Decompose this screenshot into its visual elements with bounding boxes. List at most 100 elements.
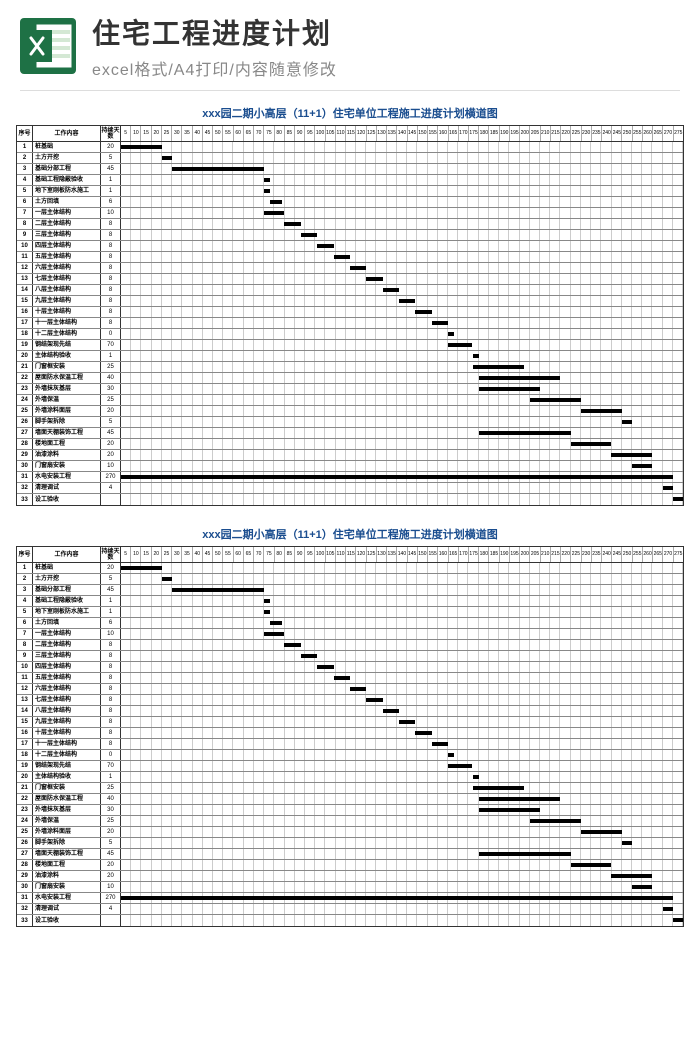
row-task: 九层主体结构: [33, 717, 101, 727]
timeline-tick: 45: [203, 126, 213, 141]
timeline-tick: 80: [275, 126, 285, 141]
gantt-bar: [399, 720, 415, 724]
gantt-header-row: 序号工作内容持续天数510152025303540455055606570758…: [17, 126, 683, 142]
row-dur: 20: [101, 860, 121, 870]
row-task: 地下室刚板防水施工: [33, 607, 101, 617]
gantt-row: 27墙面天棚装饰工程45: [17, 849, 683, 860]
row-bars: [121, 439, 683, 449]
row-num: 12: [17, 263, 33, 273]
timeline-tick: 70: [254, 126, 264, 141]
timeline-tick: 35: [182, 126, 192, 141]
timeline-tick: 170: [459, 126, 469, 141]
timeline-tick: 135: [387, 547, 397, 562]
gantt-bar: [432, 321, 448, 325]
row-bars: [121, 241, 683, 251]
gantt-row: 10四层主体结构8: [17, 241, 683, 252]
row-task: 油漆涂料: [33, 871, 101, 881]
row-num: 2: [17, 574, 33, 584]
row-num: 12: [17, 684, 33, 694]
gantt-row: 7一层主体结构10: [17, 629, 683, 640]
row-num: 20: [17, 351, 33, 361]
gantt-bar: [383, 709, 399, 713]
timeline-tick: 165: [449, 547, 459, 562]
gantt-bar: [264, 178, 270, 182]
timeline-tick: 80: [275, 547, 285, 562]
timeline-tick: 100: [315, 126, 325, 141]
gantt-bar: [284, 643, 300, 647]
gantt-row: 29油漆涂料20: [17, 871, 683, 882]
gantt-bar: [432, 742, 448, 746]
row-num: 15: [17, 717, 33, 727]
row-dur: 20: [101, 563, 121, 573]
row-bars: [121, 428, 683, 438]
timeline-tick: 230: [582, 547, 592, 562]
row-num: 27: [17, 849, 33, 859]
timeline-tick: 255: [633, 126, 643, 141]
row-bars: [121, 307, 683, 317]
row-dur: 25: [101, 362, 121, 372]
row-task: 四层主体结构: [33, 662, 101, 672]
row-dur: 8: [101, 684, 121, 694]
row-task: 十层主体结构: [33, 307, 101, 317]
row-num: 21: [17, 783, 33, 793]
timeline-tick: 105: [326, 547, 336, 562]
col-header-timeline: 5101520253035404550556065707580859095100…: [121, 547, 683, 562]
row-bars: [121, 607, 683, 617]
row-num: 19: [17, 761, 33, 771]
row-bars: [121, 219, 683, 229]
row-dur: 8: [101, 706, 121, 716]
row-bars: [121, 596, 683, 606]
row-bars: [121, 208, 683, 218]
timeline-tick: 135: [387, 126, 397, 141]
row-bars: [121, 472, 683, 482]
timeline-tick: 215: [551, 547, 561, 562]
timeline-tick: 40: [193, 126, 203, 141]
row-dur: 8: [101, 728, 121, 738]
gantt-bar: [121, 475, 673, 479]
gantt-bar: [264, 632, 284, 636]
row-task: 设工验收: [33, 494, 101, 505]
row-task: 七层主体结构: [33, 274, 101, 284]
row-bars: [121, 761, 683, 771]
row-bars: [121, 640, 683, 650]
gantt-row: 9三层主体结构8: [17, 651, 683, 662]
header-text: 住宅工程进度计划 excel格式/A4打印/内容随意修改: [92, 12, 680, 80]
row-task: 五层主体结构: [33, 252, 101, 262]
timeline-tick: 115: [346, 547, 356, 562]
row-dur: 70: [101, 761, 121, 771]
timeline-tick: 75: [264, 126, 274, 141]
row-task: 脚手架拆除: [33, 838, 101, 848]
row-num: 3: [17, 585, 33, 595]
row-task: 门窗框安装: [33, 783, 101, 793]
row-num: 8: [17, 640, 33, 650]
timeline-tick: 15: [141, 547, 151, 562]
gantt-bar: [264, 610, 270, 614]
row-num: 18: [17, 750, 33, 760]
gantt-row: 11五层主体结构8: [17, 252, 683, 263]
row-task: 墙面天棚装饰工程: [33, 428, 101, 438]
gantt-row: 19钢结架现先结70: [17, 340, 683, 351]
row-dur: 1: [101, 351, 121, 361]
row-num: 33: [17, 494, 33, 505]
gantt-table: 序号工作内容持续天数510152025303540455055606570758…: [16, 125, 684, 506]
timeline-tick: 60: [234, 547, 244, 562]
row-task: 基础工程隐蔽验收: [33, 175, 101, 185]
row-task: 基础分部工程: [33, 164, 101, 174]
gantt-row: 26脚手架拆除5: [17, 417, 683, 428]
row-dur: 8: [101, 717, 121, 727]
timeline-tick: 275: [674, 547, 683, 562]
gantt-bar: [162, 156, 172, 160]
row-task: 三层主体结构: [33, 651, 101, 661]
row-bars: [121, 175, 683, 185]
gantt-row: 21门窗框安装25: [17, 362, 683, 373]
row-dur: 45: [101, 164, 121, 174]
timeline-tick: 250: [622, 547, 632, 562]
timeline-tick: 95: [305, 547, 315, 562]
gantt-bar: [448, 764, 473, 768]
timeline-tick: 25: [162, 547, 172, 562]
row-num: 10: [17, 241, 33, 251]
row-dur: 5: [101, 838, 121, 848]
gantt-row: 11五层主体结构8: [17, 673, 683, 684]
timeline-tick: 245: [612, 126, 622, 141]
gantt-row: 6土方回填6: [17, 197, 683, 208]
